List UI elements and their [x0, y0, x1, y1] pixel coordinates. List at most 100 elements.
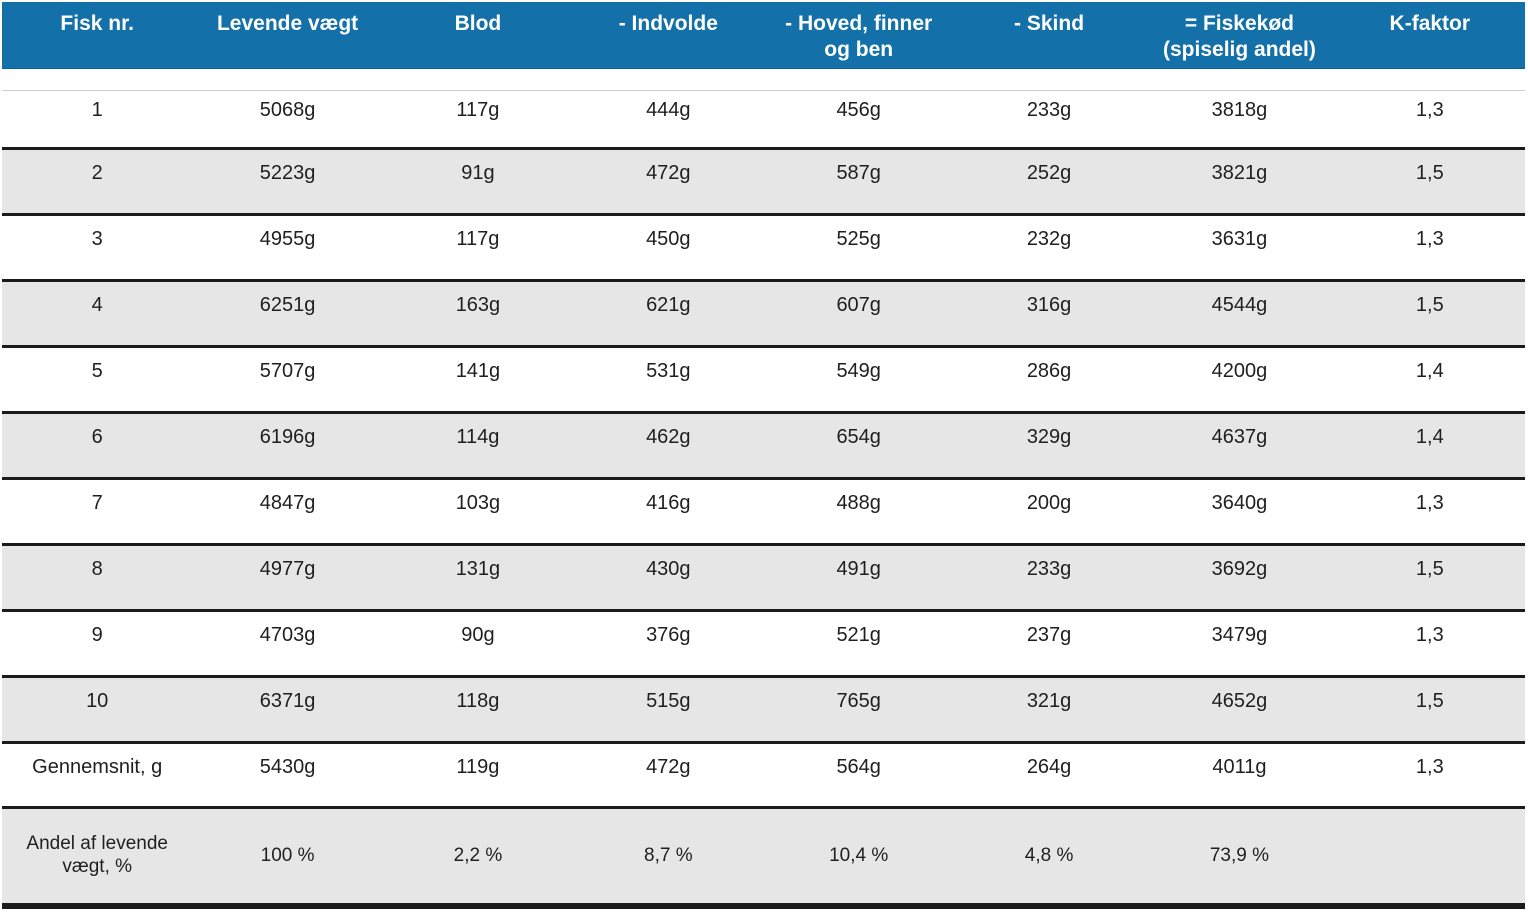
column-header-skind: - Skind — [953, 2, 1145, 69]
data-cell: 4847g — [192, 477, 383, 543]
row-label-cell: Andel af levende vægt, % — [2, 806, 193, 903]
data-cell: 5068g — [192, 91, 383, 147]
data-cell: 564g — [763, 741, 954, 806]
data-cell: 491g — [763, 543, 954, 609]
table-row: 5 5707g 141g 531g 549g 286g 4200g 1,4 — [2, 345, 1525, 411]
data-cell: 1,3 — [1334, 91, 1525, 147]
data-cell: 3640g — [1144, 477, 1335, 543]
table-row: 2 5223g 91g 472g 587g 252g 3821g 1,5 — [2, 147, 1525, 213]
data-cell: 3821g — [1144, 147, 1335, 213]
data-cell: 200g — [953, 477, 1145, 543]
column-header-levende-vaegt: Levende vægt — [192, 2, 383, 69]
data-cell: 3692g — [1144, 543, 1335, 609]
data-cell: 587g — [763, 147, 954, 213]
data-cell: 3631g — [1144, 213, 1335, 279]
data-cell: 5223g — [192, 147, 383, 213]
table-row: Andel af levende vægt, % 100 % 2,2 % 8,7 % 1… — [2, 806, 1525, 903]
data-cell: 1,3 — [1334, 741, 1525, 806]
data-cell: 237g — [953, 609, 1145, 675]
data-cell: 4544g — [1144, 279, 1335, 345]
data-cell: 1,3 — [1334, 213, 1525, 279]
data-cell: 4011g — [1144, 741, 1335, 806]
data-cell: 119g — [382, 741, 574, 806]
data-cell: 5707g — [192, 345, 383, 411]
data-cell: 6371g — [192, 675, 383, 741]
data-cell: 117g — [382, 213, 574, 279]
data-cell: 3818g — [1144, 91, 1335, 147]
data-cell: 114g — [382, 411, 574, 477]
row-label-cell: 7 — [2, 477, 193, 543]
table-row: Gennemsnit, g 5430g 119g 472g 564g 264g 4011g 1… — [2, 741, 1525, 806]
column-header-indvolde: - Indvolde — [573, 2, 764, 69]
data-cell: 91g — [382, 147, 574, 213]
data-cell: 515g — [573, 675, 764, 741]
data-cell: 2,2 % — [382, 806, 574, 903]
data-cell: 444g — [573, 91, 764, 147]
table-header: Fisk nr. Levende vægt Blod - Indvolde - Hove… — [2, 2, 1525, 69]
data-cell: 10,4 % — [763, 806, 954, 903]
table-bottom-border — [2, 903, 1525, 909]
table-body: 1 5068g 117g 444g 456g 233g 3818g 1,3 2 5223g 91g 4… — [2, 69, 1525, 903]
data-cell: 456g — [763, 91, 954, 147]
data-cell: 232g — [953, 213, 1145, 279]
header-spacer-cell — [2, 69, 1525, 91]
table-row: 4 6251g 163g 621g 607g 316g 4544g 1,5 — [2, 279, 1525, 345]
data-cell: 472g — [573, 147, 764, 213]
data-cell: 4955g — [192, 213, 383, 279]
data-cell: 163g — [382, 279, 574, 345]
data-cell: 252g — [953, 147, 1145, 213]
data-cell: 316g — [953, 279, 1145, 345]
data-cell: 1,3 — [1334, 609, 1525, 675]
data-cell: 549g — [763, 345, 954, 411]
data-cell: 117g — [382, 91, 574, 147]
data-cell: 1,5 — [1334, 543, 1525, 609]
data-cell: 141g — [382, 345, 574, 411]
data-cell: 131g — [382, 543, 574, 609]
data-cell: 430g — [573, 543, 764, 609]
data-cell: 765g — [763, 675, 954, 741]
column-header-blod: Blod — [382, 2, 574, 69]
data-cell: 450g — [573, 213, 764, 279]
data-cell: 1,4 — [1334, 345, 1525, 411]
table-row: 10 6371g 118g 515g 765g 321g 4652g 1,5 — [2, 675, 1525, 741]
table-row: 7 4847g 103g 416g 488g 200g 3640g 1,3 — [2, 477, 1525, 543]
data-cell: 621g — [573, 279, 764, 345]
data-cell: 531g — [573, 345, 764, 411]
table-row: 8 4977g 131g 430g 491g 233g 3692g 1,5 — [2, 543, 1525, 609]
column-header-fisk-nr: Fisk nr. — [2, 2, 193, 69]
table-row: 9 4703g 90g 376g 521g 237g 3479g 1,3 — [2, 609, 1525, 675]
data-cell: 264g — [953, 741, 1145, 806]
data-cell: 376g — [573, 609, 764, 675]
data-cell: 4637g — [1144, 411, 1335, 477]
header-row: Fisk nr. Levende vægt Blod - Indvolde - Hove… — [2, 2, 1525, 69]
data-cell: 4200g — [1144, 345, 1335, 411]
data-cell: 286g — [953, 345, 1145, 411]
data-cell — [1334, 806, 1525, 903]
column-header-fiskekoed-spiselig-andel: = Fiskekød (spiselig andel) — [1144, 2, 1335, 69]
row-label-cell: 1 — [2, 91, 193, 147]
column-header-hoved-finner-og-ben: - Hoved, finner og ben — [763, 2, 954, 69]
data-cell: 654g — [763, 411, 954, 477]
table-row: 3 4955g 117g 450g 525g 232g 3631g 1,3 — [2, 213, 1525, 279]
data-cell: 90g — [382, 609, 574, 675]
data-cell: 1,4 — [1334, 411, 1525, 477]
row-label-cell: 2 — [2, 147, 193, 213]
table-row: 1 5068g 117g 444g 456g 233g 3818g 1,3 — [2, 91, 1525, 147]
data-cell: 6196g — [192, 411, 383, 477]
row-label-cell: 6 — [2, 411, 193, 477]
data-cell: 3479g — [1144, 609, 1335, 675]
data-cell: 4,8 % — [953, 806, 1145, 903]
data-cell: 6251g — [192, 279, 383, 345]
data-cell: 607g — [763, 279, 954, 345]
row-label-cell: 9 — [2, 609, 193, 675]
data-cell: 329g — [953, 411, 1145, 477]
data-cell: 103g — [382, 477, 574, 543]
row-label-cell: 8 — [2, 543, 193, 609]
row-label-cell: 10 — [2, 675, 193, 741]
header-spacer-row — [2, 69, 1525, 91]
data-cell: 1,5 — [1334, 279, 1525, 345]
row-label-cell: Gennemsnit, g — [2, 741, 193, 806]
data-cell: 321g — [953, 675, 1145, 741]
column-header-k-faktor: K-faktor — [1334, 2, 1525, 69]
